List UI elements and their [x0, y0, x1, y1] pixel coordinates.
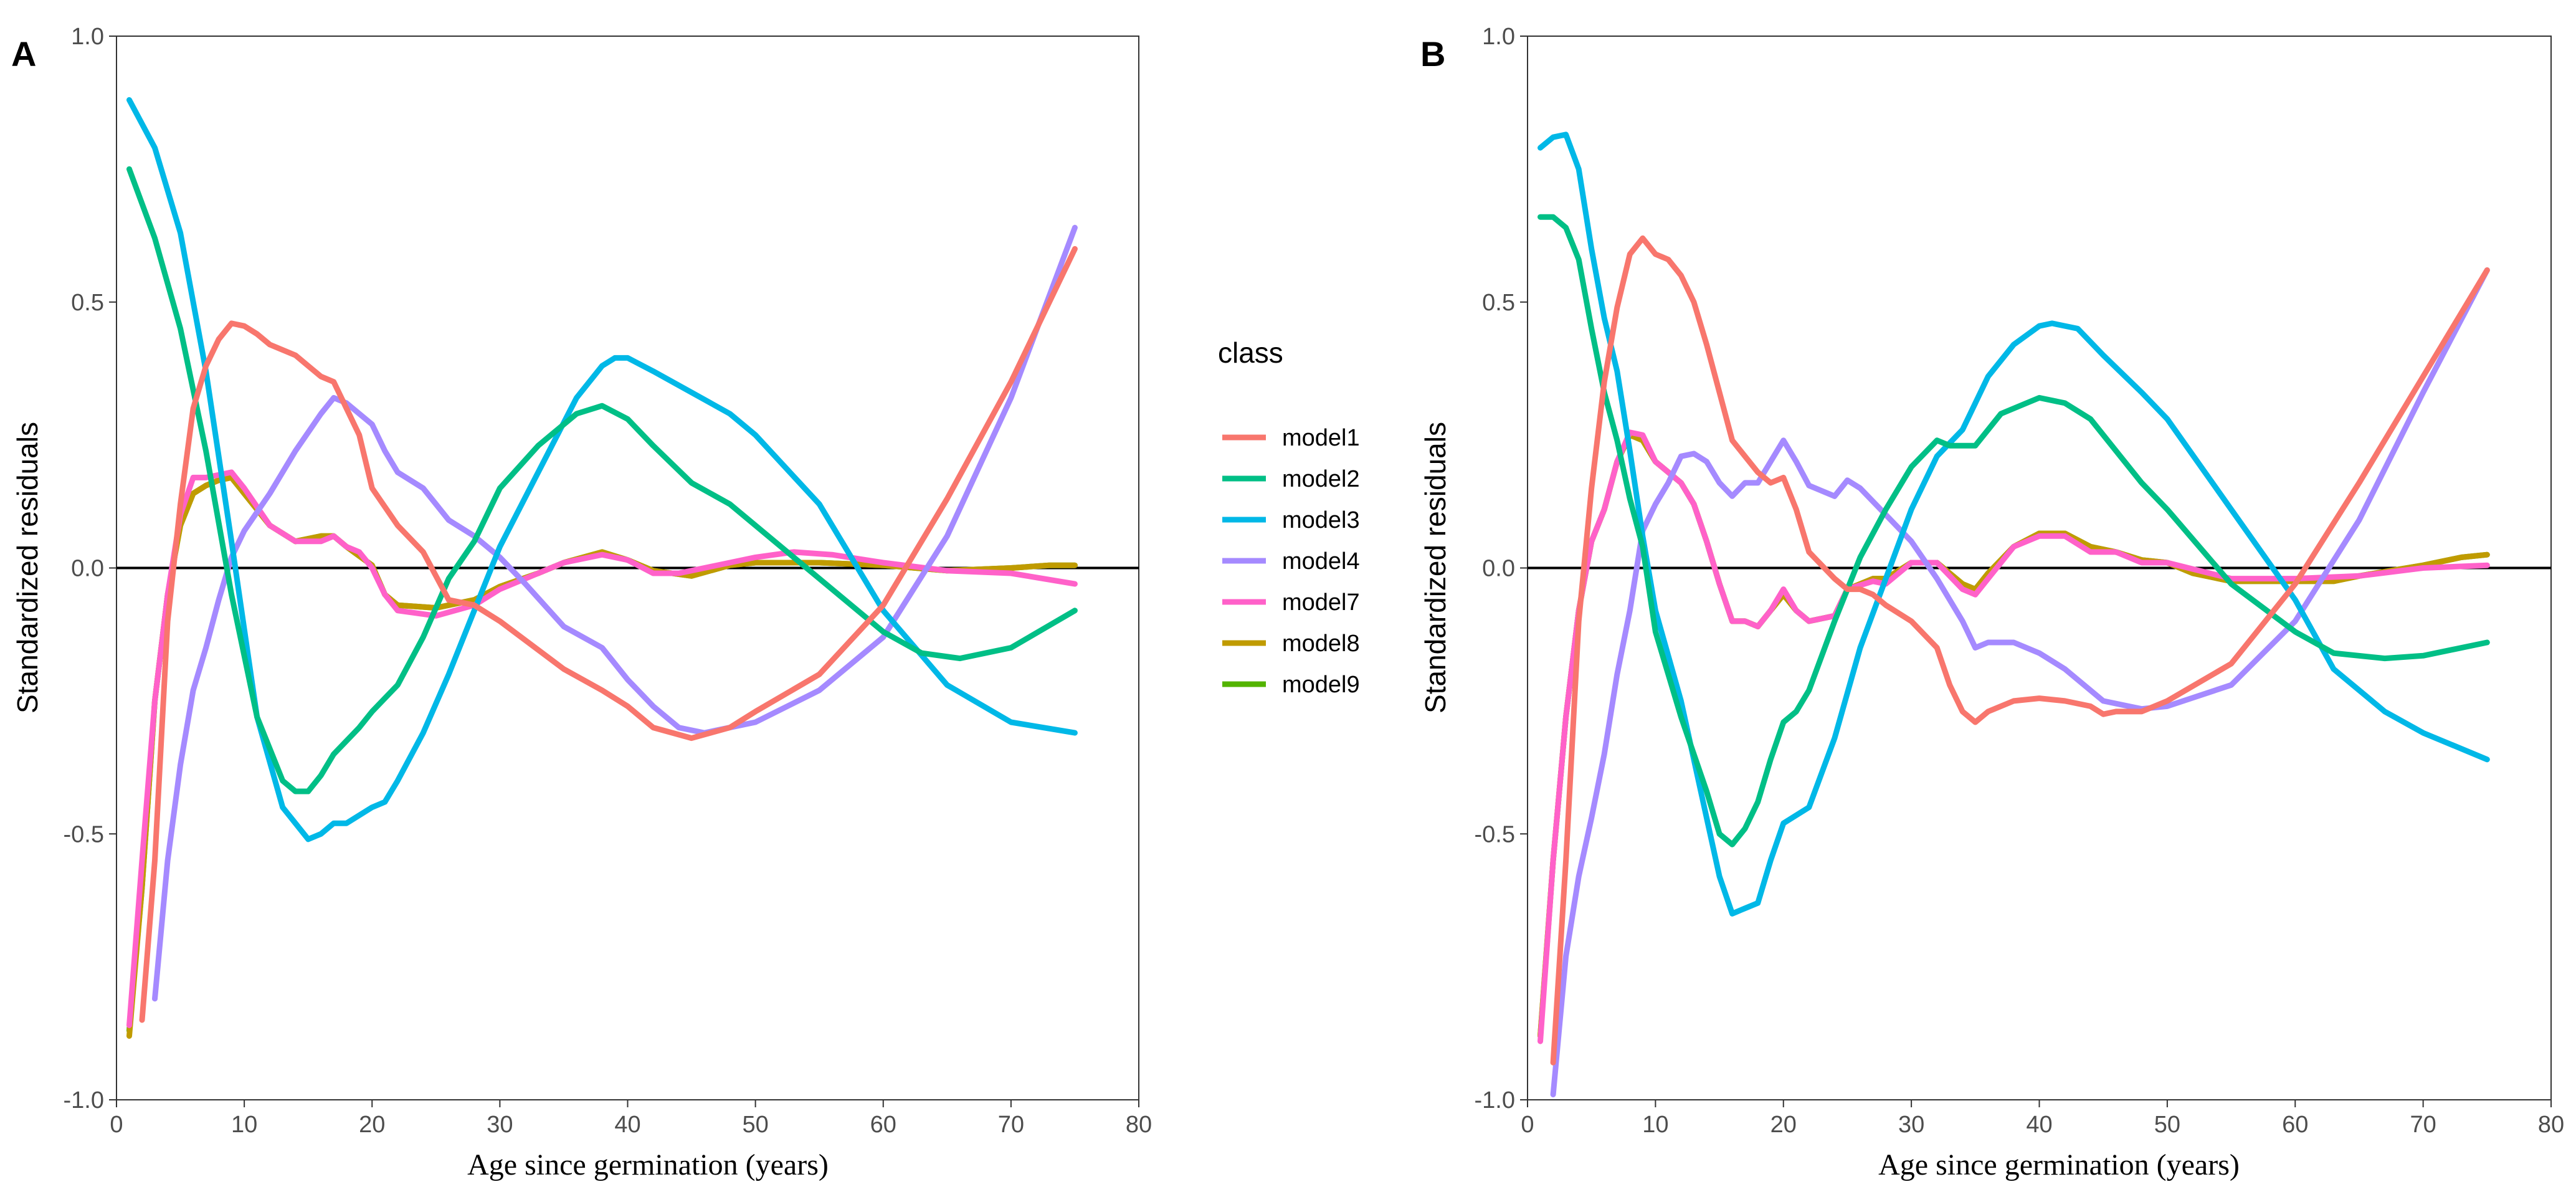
- legend-label-model9: model9: [1282, 672, 1360, 698]
- legend-label-model4: model4: [1282, 548, 1360, 575]
- x-tick-label-b: 20: [1770, 1112, 1797, 1138]
- series-line-model2-b: [1538, 214, 2490, 847]
- x-tick-label-b: 0: [1521, 1112, 1534, 1138]
- legend-label-model7: model7: [1282, 589, 1360, 616]
- legend-label-model2: model2: [1282, 466, 1360, 492]
- series-line-model7-a: [126, 469, 1078, 1028]
- series-line-model2-a: [126, 166, 1078, 794]
- series-line-model4-a: [152, 224, 1078, 1002]
- x-tick-label-b: 10: [1642, 1112, 1668, 1138]
- series-line-model1-b: [1550, 235, 2490, 1066]
- legend-label-model8: model8: [1282, 631, 1360, 657]
- x-tick-label-b: 60: [2282, 1112, 2308, 1138]
- x-tick-label-b: 30: [1898, 1112, 1924, 1138]
- x-tick-label-b: 80: [2538, 1112, 2564, 1138]
- y-tick-label-b: -1.0: [1475, 1087, 1515, 1114]
- panel-label-b: B: [1420, 34, 1445, 74]
- x-tick-label-a: 80: [1126, 1112, 1152, 1138]
- y-axis-title-a: Standardized residuals: [11, 422, 44, 713]
- series-line-model7-b: [1538, 429, 2490, 1044]
- x-tick-label-a: 10: [231, 1112, 257, 1138]
- x-tick-label-a: 40: [614, 1112, 640, 1138]
- y-tick-label-b: 0.5: [1482, 290, 1515, 316]
- y-tick-label-b: 0.0: [1482, 556, 1515, 582]
- x-tick-label-a: 0: [110, 1112, 123, 1138]
- x-tick-label-b: 70: [2410, 1112, 2436, 1138]
- series-line-model1-a: [139, 246, 1078, 1023]
- panel-a: A Standardized residuals Age since germi…: [11, 24, 1152, 1181]
- y-axis-title-b: Standardized residuals: [1419, 422, 1452, 713]
- x-axis-title-b: Age since germination (years): [1878, 1148, 2240, 1181]
- series-line-model3-b: [1538, 131, 2490, 917]
- x-tick-label-a: 20: [359, 1112, 385, 1138]
- y-tick-label-b: -0.5: [1475, 821, 1515, 847]
- x-tick-label-a: 70: [998, 1112, 1024, 1138]
- legend-label-model3: model3: [1282, 507, 1360, 533]
- y-tick-label-b: 1.0: [1482, 24, 1515, 50]
- y-tick-label-a: 0.5: [71, 290, 104, 316]
- panel-b: B Standardized residuals Age since germi…: [1419, 24, 2564, 1181]
- x-tick-label-b: 50: [2154, 1112, 2180, 1138]
- y-tick-label-a: -1.0: [64, 1087, 104, 1114]
- series-line-model8-b: [1538, 432, 2490, 1039]
- panel-label-a: A: [11, 34, 36, 74]
- y-tick-label-a: 0.0: [71, 556, 104, 582]
- y-tick-label-a: 1.0: [71, 24, 104, 50]
- y-tick-label-a: -0.5: [64, 821, 104, 847]
- legend-label-model1: model1: [1282, 425, 1360, 451]
- x-tick-label-a: 30: [487, 1112, 513, 1138]
- series-line-model3-a: [126, 97, 1078, 842]
- x-axis-title-a: Age since germination (years): [467, 1148, 829, 1181]
- x-tick-label-a: 60: [870, 1112, 896, 1138]
- series-line-model9-b: [1538, 432, 2490, 1039]
- series-line-model8-a: [126, 474, 1078, 1039]
- legend: class model1 model2 model3 model4 model7 mode…: [1218, 336, 1360, 698]
- series-line-model4-b: [1550, 267, 2490, 1097]
- x-tick-label-b: 40: [2026, 1112, 2052, 1138]
- legend-title: class: [1218, 336, 1283, 369]
- x-tick-label-a: 50: [742, 1112, 768, 1138]
